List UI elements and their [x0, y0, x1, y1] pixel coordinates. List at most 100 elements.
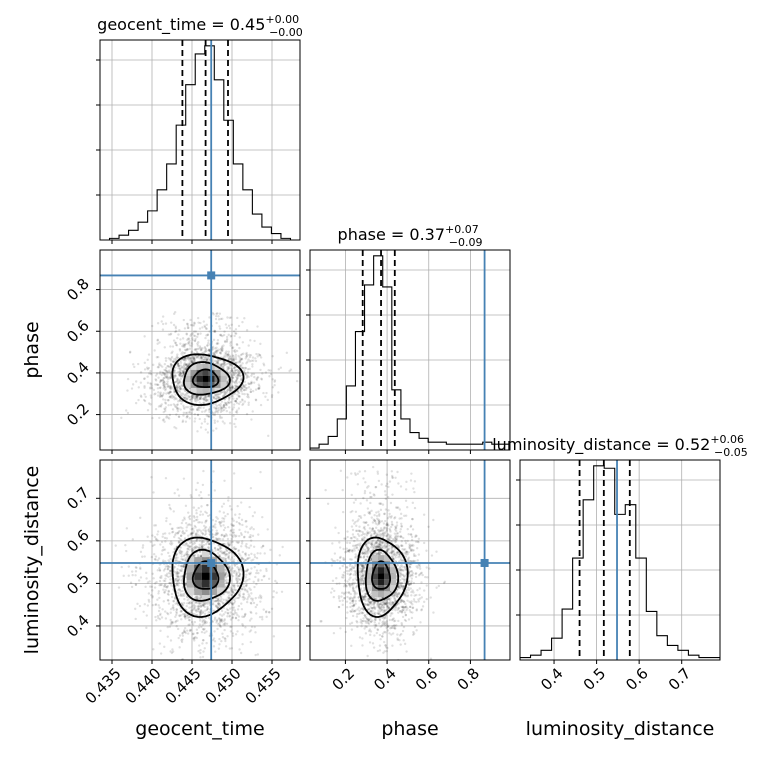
sample-point — [164, 406, 168, 409]
sample-point — [175, 355, 179, 358]
sample-point — [150, 387, 154, 390]
sample-point — [154, 603, 158, 606]
sample-point — [174, 366, 177, 369]
sample-point — [229, 372, 232, 375]
sample-point — [185, 396, 188, 400]
sample-point — [171, 604, 175, 607]
sample-point — [139, 550, 143, 554]
x-tick-label: 0.435 — [82, 664, 125, 707]
sample-point — [128, 351, 132, 354]
sample-point — [221, 395, 225, 398]
sample-point — [154, 558, 157, 561]
sample-point — [182, 370, 185, 373]
sample-point — [183, 351, 187, 355]
sample-point — [212, 637, 216, 640]
sample-point — [188, 410, 191, 413]
sample-point — [177, 365, 181, 368]
sample-point — [228, 354, 232, 358]
sample-point — [198, 397, 201, 400]
sample-point — [182, 414, 185, 417]
sample-point — [244, 665, 246, 667]
sample-point — [241, 341, 245, 344]
sample-point — [181, 351, 184, 354]
sample-point — [202, 469, 205, 473]
sample-point — [229, 388, 232, 392]
density-cell — [184, 369, 191, 376]
sample-point — [251, 363, 254, 366]
sample-point — [232, 606, 236, 609]
sample-point — [171, 360, 175, 363]
sample-point — [231, 385, 234, 388]
sample-point — [248, 505, 251, 509]
y-tick-label: 0.6 — [63, 526, 93, 556]
sample-point — [172, 312, 176, 316]
sample-point — [242, 352, 245, 355]
sample-point — [223, 479, 226, 482]
sample-point — [186, 348, 190, 351]
sample-point — [249, 533, 252, 537]
sample-point — [235, 547, 238, 551]
sample-point — [212, 645, 216, 648]
sample-point — [162, 398, 165, 401]
sample-point — [206, 358, 210, 361]
sample-point — [215, 397, 218, 401]
sample-point — [193, 620, 197, 624]
sample-point — [213, 330, 217, 334]
sample-point — [203, 395, 206, 399]
sample-point — [179, 399, 183, 402]
sample-point — [186, 415, 189, 418]
sample-point — [180, 610, 183, 613]
sample-point — [213, 329, 216, 333]
sample-point — [189, 323, 193, 327]
sample-point — [205, 358, 208, 361]
sample-point — [154, 392, 157, 395]
sample-point — [162, 418, 165, 421]
sample-point — [216, 548, 220, 551]
sample-point — [151, 416, 154, 420]
sample-point — [134, 570, 138, 573]
sample-point — [271, 378, 274, 381]
sample-point — [150, 476, 153, 479]
sample-point — [195, 395, 199, 399]
sample-point — [122, 574, 125, 578]
sample-point — [178, 614, 181, 618]
sample-point — [172, 510, 175, 513]
sample-point — [224, 323, 228, 326]
sample-point — [245, 353, 248, 356]
sample-point — [177, 367, 180, 370]
sample-point — [222, 520, 226, 523]
sample-point — [139, 516, 142, 520]
sample-point — [215, 346, 218, 349]
sample-point — [227, 596, 231, 600]
sample-point — [182, 396, 185, 399]
sample-point — [232, 584, 235, 587]
sample-point — [156, 387, 160, 390]
sample-point — [280, 590, 284, 593]
sample-point — [175, 608, 178, 611]
sample-point — [231, 354, 235, 357]
sample-point — [162, 383, 165, 387]
sample-point — [193, 339, 197, 343]
sample-point — [233, 366, 236, 369]
sample-point — [223, 543, 226, 546]
sample-point — [260, 578, 264, 582]
sample-point — [244, 366, 248, 370]
sample-point — [179, 368, 182, 372]
sample-point — [241, 642, 244, 646]
sample-point — [390, 525, 393, 529]
sample-point — [203, 627, 206, 631]
sample-point — [234, 633, 238, 636]
sample-point — [130, 585, 134, 589]
sample-point — [193, 397, 197, 401]
sample-point — [189, 541, 192, 545]
sample-point — [245, 412, 249, 416]
sample-point — [168, 571, 171, 575]
sample-point — [167, 377, 170, 381]
sample-point — [199, 426, 203, 429]
sample-point — [188, 417, 191, 420]
sample-point — [214, 406, 218, 410]
sample-point — [247, 553, 251, 557]
sample-point — [228, 396, 231, 400]
sample-point — [225, 622, 229, 625]
sample-point — [191, 395, 194, 398]
